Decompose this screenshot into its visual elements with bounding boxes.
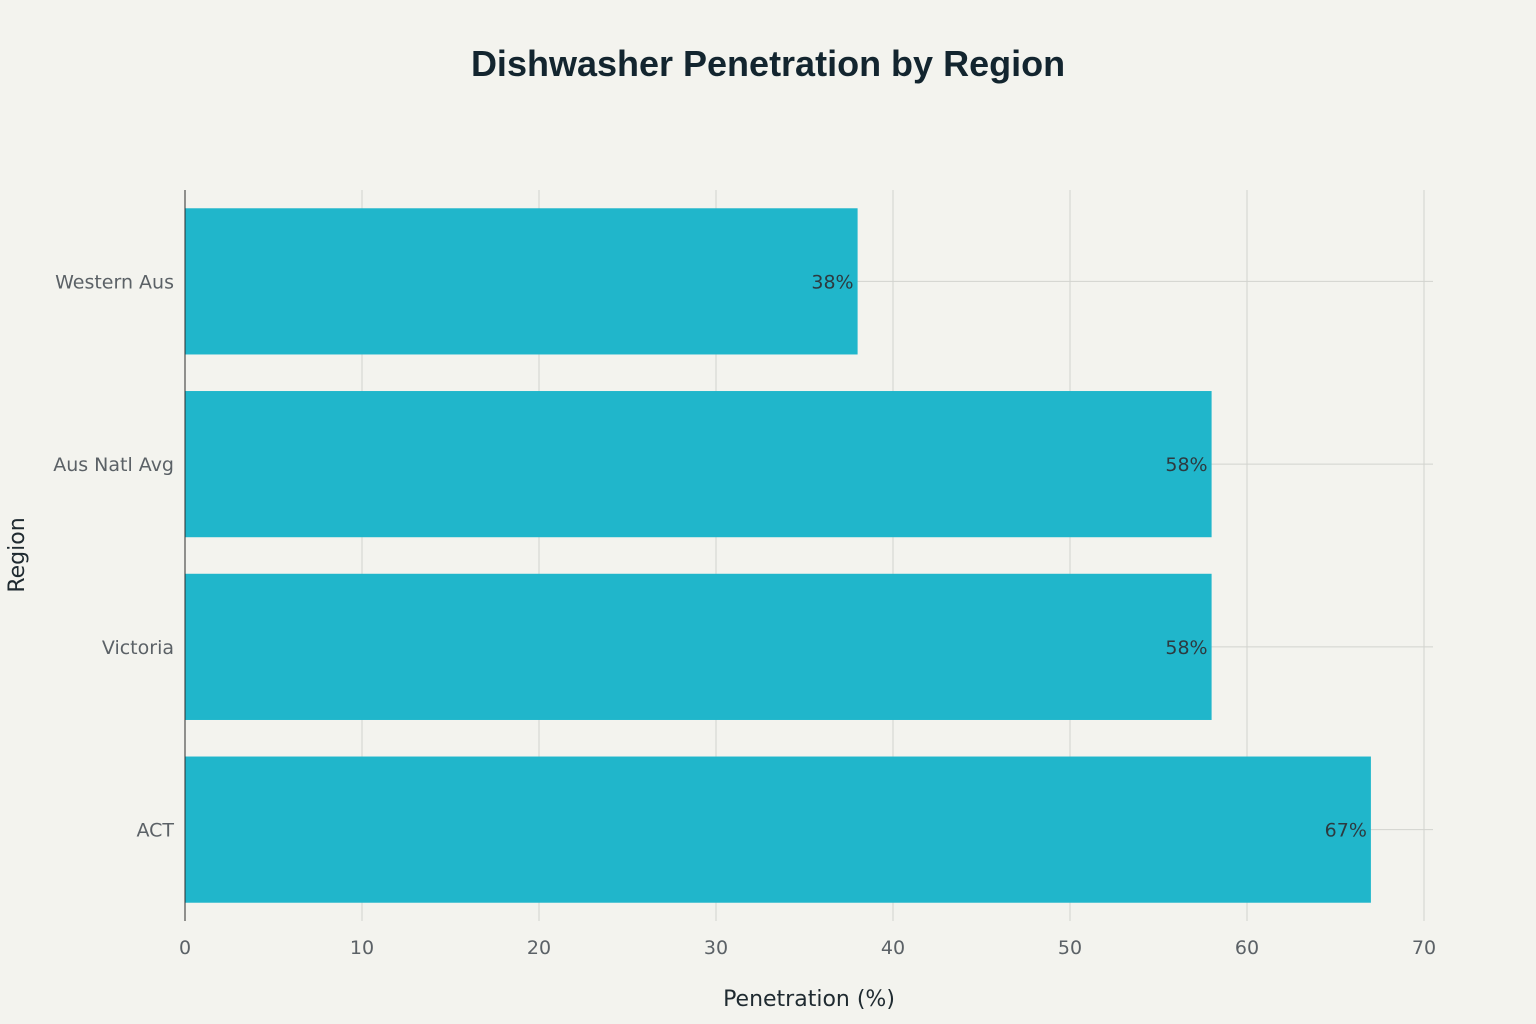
x-tick-label: 40 bbox=[881, 937, 905, 959]
x-tick-label: 70 bbox=[1412, 937, 1436, 959]
x-tick-label: 20 bbox=[527, 937, 551, 959]
bar bbox=[185, 391, 1212, 538]
y-tick-label: Western Aus bbox=[55, 271, 174, 293]
bars bbox=[185, 208, 1371, 903]
x-axis-title: Penetration (%) bbox=[723, 987, 895, 1012]
y-tick-labels: Western Aus Aus Natl Avg Victoria ACT bbox=[53, 271, 174, 841]
y-axis-title: Region bbox=[5, 517, 30, 592]
y-tick-label: Aus Natl Avg bbox=[53, 454, 174, 476]
data-label: 58% bbox=[1165, 454, 1207, 476]
x-tick-label: 50 bbox=[1058, 937, 1082, 959]
y-tick-label: Victoria bbox=[102, 637, 174, 659]
data-label: 38% bbox=[811, 271, 853, 293]
data-label: 67% bbox=[1325, 820, 1367, 842]
data-label: 58% bbox=[1165, 637, 1207, 659]
x-tick-label: 0 bbox=[179, 937, 191, 959]
data-labels: 38% 58% 58% 67% bbox=[811, 271, 1367, 841]
x-tick-label: 30 bbox=[704, 937, 728, 959]
x-tick-label: 60 bbox=[1235, 937, 1259, 959]
chart-title: Dishwasher Penetration by Region bbox=[471, 43, 1065, 84]
bar bbox=[185, 756, 1371, 903]
y-tick-label: ACT bbox=[136, 820, 174, 842]
x-tick-labels: 0 10 20 30 40 50 60 70 bbox=[179, 937, 1436, 959]
bar bbox=[185, 208, 858, 355]
x-tick-label: 10 bbox=[350, 937, 374, 959]
bar bbox=[185, 573, 1212, 720]
